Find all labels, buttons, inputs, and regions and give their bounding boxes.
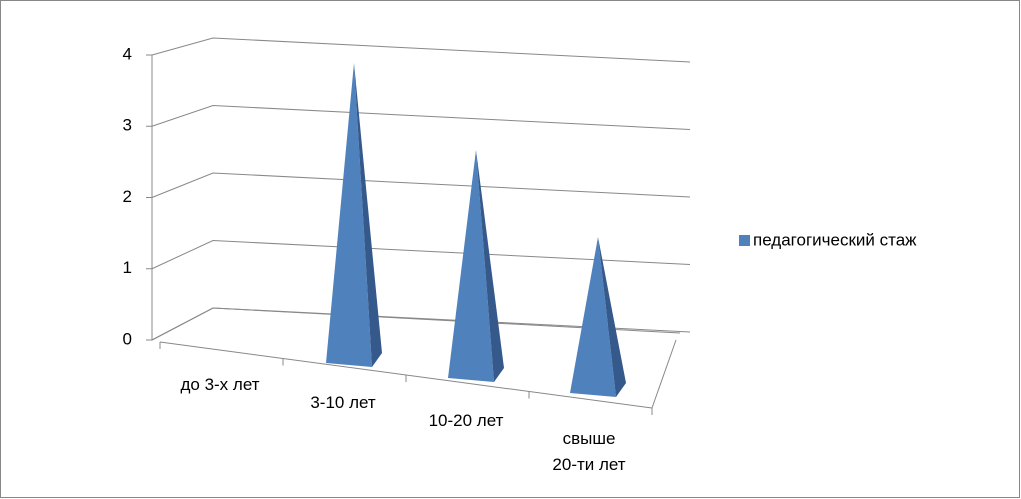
grid-line <box>151 307 691 341</box>
pyramid-side <box>476 150 504 382</box>
floor-right <box>651 339 677 409</box>
pyramid-side <box>598 237 626 397</box>
pyramid-front <box>570 237 616 397</box>
y-tick-label: 2 <box>123 187 132 206</box>
grid-line <box>151 172 691 198</box>
pyramid-front <box>448 150 494 382</box>
grid-line <box>151 37 691 63</box>
legend-swatch <box>739 235 750 246</box>
grid-line <box>151 104 691 130</box>
pyramid <box>448 150 504 382</box>
pyramid-side <box>354 63 382 367</box>
legend-label: педагогический стаж <box>753 230 917 249</box>
y-tick-label: 1 <box>123 258 132 277</box>
y-tick-label: 0 <box>123 329 132 348</box>
x-tick-label: до 3-х лет <box>180 375 260 394</box>
pyramid <box>326 63 382 367</box>
y-tick-label: 4 <box>123 44 132 63</box>
grid-line <box>151 239 691 270</box>
y-tick-label: 3 <box>123 116 132 135</box>
pyramid-front <box>326 63 372 367</box>
x-tick-label: 10-20 лет <box>428 411 504 430</box>
x-tick-label: 3-10 лет <box>310 393 376 412</box>
x-tick-label: свыше 20-ти лет <box>552 429 626 474</box>
pyramid <box>570 237 626 397</box>
